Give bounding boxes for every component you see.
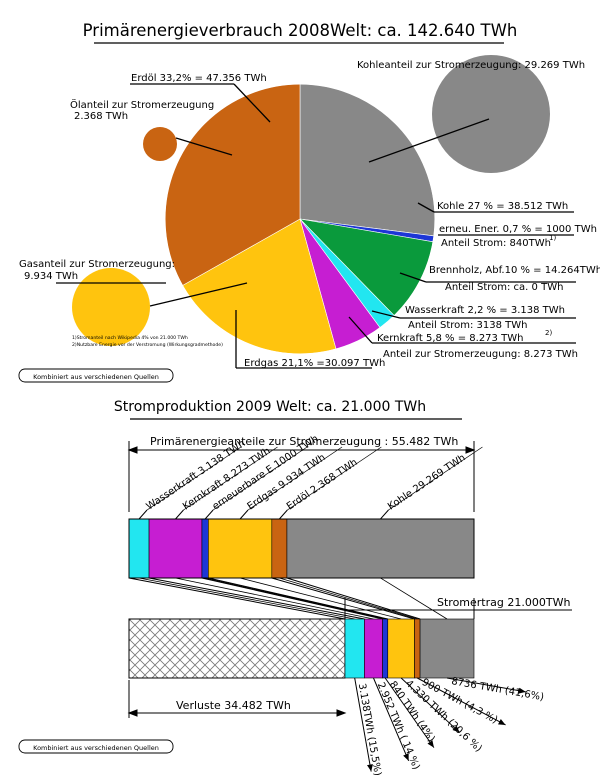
label-gas-power-value: 9.934 TWh: [24, 271, 78, 282]
connector-mid-6: [380, 577, 448, 620]
output-dimension: [344, 598, 475, 619]
input-label-underline-3: [212, 446, 308, 511]
source-note-box-top: [18, 368, 174, 383]
input-bar-outline: [128, 518, 475, 579]
connector-mid-3: [205, 577, 386, 620]
input-label-underline-4: [247, 446, 343, 511]
label-coal-power: Kohleanteil zur Stromerzeugung: 29.269 T…: [357, 60, 585, 71]
pie-leader-lines: [56, 83, 576, 369]
label-renewable-power: Anteil Strom: 840TWh: [441, 238, 551, 249]
oil-power-circle: [143, 127, 177, 161]
gas-power-circle: [72, 268, 150, 346]
label-gas: Erdgas 21,1% =30.097 TWh: [244, 358, 385, 369]
label-coal: Kohle 27 % = 38.512 TWh: [437, 201, 568, 212]
output-arrowhead-5: [498, 719, 506, 725]
output-leader-1: [354, 677, 372, 772]
connector-6: [286, 577, 421, 620]
pie-labels: Erdöl 33,2% = 47.356 TWh Ölanteil zur St…: [19, 60, 600, 369]
output-total-label: Stromertrag 21.000TWh: [437, 596, 570, 609]
output-leader-5: [417, 677, 506, 726]
label-hydro-power: Anteil Strom: 3138 TWh: [408, 320, 528, 331]
output-segment-2: [364, 618, 383, 679]
label-wood-power: Anteil Strom: ca. 0 TWh: [445, 282, 563, 293]
output-segment-1: [344, 618, 365, 679]
input-label-underline-6: [388, 446, 483, 511]
pie-chart: Primärenergieverbrauch 2008Welt: ca. 142…: [18, 21, 600, 383]
source-note-top: Kombiniert aus verschiedenen Quellen: [33, 373, 159, 381]
flow-title: Stromproduktion 2009 Welt: ca. 21.000 TW…: [114, 399, 426, 415]
footnote-mark-1: 1): [549, 234, 556, 242]
output-arrowhead-2: [403, 753, 409, 761]
output-segment-6: [419, 618, 475, 679]
output-leader-4: [400, 677, 461, 733]
input-leader-6: [380, 509, 389, 520]
pie-slices: [164, 83, 436, 355]
input-segment-4: [208, 518, 273, 579]
label-oil-power-value: 2.368 TWh: [74, 111, 128, 122]
footnote-mark-2: 2): [545, 329, 552, 337]
connector-5: [271, 577, 415, 620]
coal-power-circle: [432, 55, 550, 173]
label-gas-power: Gasanteil zur Stromerzeugung:: [19, 259, 175, 270]
connector-3: [201, 577, 383, 620]
connector-mid-2: [175, 577, 374, 620]
pie-slice-1: [299, 83, 436, 237]
source-note-box-bottom: [18, 739, 174, 754]
connector-2: [148, 577, 365, 620]
label-renewable: erneu. Ener. 0,7 % = 1000 TWh: [439, 224, 597, 235]
footnote-1: 1)Stromanteil nach Wikipedia 4% von 21.0…: [72, 335, 188, 341]
output-segment-5: [414, 618, 421, 679]
label-wood: Brennholz, Abf.10 % = 14.264TWh: [429, 265, 600, 276]
label-nuclear: Kernkraft 5,8 % = 8.273 TWh: [377, 333, 523, 344]
output-segment-4: [387, 618, 415, 679]
connector-mid-4: [239, 577, 402, 620]
losses-dimension: [127, 680, 347, 718]
label-hydro: Wasserkraft 2,2 % = 3.138 TWh: [405, 305, 565, 316]
input-leader-1: [138, 509, 148, 520]
input-label-underline-5: [287, 446, 382, 511]
label-oil-power: Ölanteil zur Stromerzeugung: [70, 98, 214, 111]
footnote-2: 2)Nutzbare Energie vor der Verstromung (…: [72, 342, 223, 348]
flow-chart: Stromproduktion 2009 Welt: ca. 21.000 TW…: [18, 399, 572, 777]
pie-outline: [164, 83, 436, 355]
output-arrowhead-3: [427, 740, 434, 748]
flow-input-total-label: Primärenergieanteile zur Stromerzeugung …: [150, 435, 458, 448]
connector-mid-5: [279, 577, 418, 620]
input-label-underline-1: [146, 446, 242, 511]
input-leader-4: [239, 509, 249, 520]
pie-title: Primärenergieverbrauch 2008Welt: ca. 142…: [83, 21, 518, 40]
input-segment-2: [148, 518, 203, 579]
source-note-bottom: Kombiniert aus verschiedenen Quellen: [33, 744, 159, 752]
flow-connectors: [128, 577, 448, 620]
label-nuclear-power: Anteil zur Stromerzeugung: 8.273 TWh: [383, 349, 578, 360]
input-label-underline-2: [183, 446, 278, 511]
input-segment-1: [128, 518, 150, 579]
losses-label: Verluste 34.482 TWh: [176, 699, 291, 712]
output-arrowhead-4: [452, 725, 460, 733]
output-leader-3: [384, 677, 435, 748]
output-leader-6: [446, 677, 526, 693]
output-arrowhead-6: [518, 687, 526, 694]
input-segment-6: [286, 518, 475, 579]
input-segment-5: [271, 518, 288, 579]
input-segment-3: [201, 518, 209, 579]
output-labels: 3.138TWh (15,5%)2.952 TWh ( 14 %)840 TWh…: [354, 676, 545, 777]
input-bar: [128, 518, 475, 579]
label-oil: Erdöl 33,2% = 47.356 TWh: [131, 73, 267, 84]
output-bar: [344, 618, 475, 679]
input-leader-3: [204, 509, 214, 520]
connector-4: [208, 577, 388, 620]
input-leader-2: [175, 509, 184, 520]
output-leader-2: [373, 677, 410, 762]
output-segment-3: [382, 618, 389, 679]
connector-1: [128, 577, 346, 620]
output-arrowhead-1: [367, 764, 373, 772]
losses-bar: [128, 618, 346, 679]
connector-mid-1: [138, 577, 355, 620]
input-leader-5: [278, 509, 288, 520]
